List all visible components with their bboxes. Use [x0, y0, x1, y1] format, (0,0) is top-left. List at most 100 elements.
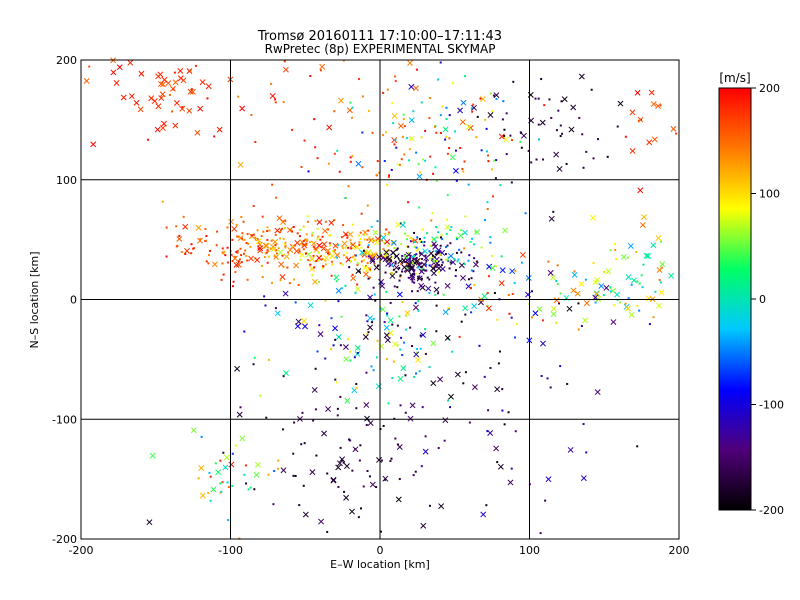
scatter-dot: [389, 460, 392, 463]
scatter-dot: [449, 261, 452, 264]
scatter-dot: [270, 247, 273, 250]
scatter-dot: [403, 221, 406, 224]
scatter-dot: [499, 184, 502, 187]
scatter-x-marker: [460, 99, 467, 106]
scatter-x-marker: [186, 107, 193, 114]
scatter-x-marker: [231, 225, 238, 232]
scatter-dot: [311, 274, 314, 277]
scatter-dot: [176, 244, 179, 247]
scatter-x-marker: [176, 235, 183, 242]
scatter-x-marker: [553, 151, 560, 158]
scatter-dot: [376, 220, 379, 223]
scatter-dot: [331, 260, 334, 263]
scatter-x-marker: [658, 289, 665, 296]
scatter-dot: [609, 249, 612, 252]
scatter-x-marker: [637, 116, 644, 123]
scatter-dot: [354, 246, 357, 249]
scatter-x-marker: [322, 227, 328, 234]
scatter-dot: [335, 280, 338, 283]
scatter-dot: [472, 270, 475, 273]
scatter-x-marker: [434, 260, 441, 267]
scatter-x-marker: [404, 310, 411, 316]
scatter-dot: [555, 129, 558, 132]
scatter-dot: [277, 247, 280, 250]
scatter-dot: [434, 281, 437, 284]
scatter-dot: [413, 269, 416, 272]
scatter-dot: [299, 258, 302, 261]
scatter-dot: [472, 103, 475, 106]
scatter-x-marker: [133, 99, 140, 106]
scatter-x-marker: [474, 229, 481, 236]
scatter-dot: [314, 220, 317, 223]
scatter-dot: [366, 261, 369, 264]
scatter-dot: [418, 240, 421, 243]
scatter-dot: [243, 238, 246, 241]
scatter-dot: [256, 229, 259, 232]
grid-lines: [81, 60, 679, 539]
scatter-dot: [317, 251, 320, 254]
scatter-dot: [349, 350, 352, 353]
scatter-x-marker: [160, 81, 166, 88]
scatter-dot: [318, 324, 321, 327]
scatter-dot: [495, 159, 498, 162]
scatter-dot: [264, 252, 267, 255]
scatter-dot: [365, 423, 368, 426]
scatter-dot: [393, 360, 396, 363]
scatter-x-marker: [629, 109, 636, 116]
scatter-dot: [573, 270, 576, 273]
scatter-dot: [396, 324, 399, 327]
scatter-x-marker: [655, 235, 662, 242]
scatter-x-marker: [373, 264, 380, 271]
scatter-x-marker: [627, 243, 634, 249]
scatter-dot: [404, 411, 407, 414]
scatter-dot: [147, 138, 150, 141]
scatter-dot: [388, 174, 391, 177]
scatter-dot: [207, 492, 210, 495]
scatter-dot: [540, 375, 543, 378]
scatter-dot: [491, 255, 494, 258]
scatter-dot: [307, 170, 310, 173]
scatter-dot: [435, 259, 438, 262]
scatter-dot: [383, 321, 386, 324]
scatter-dot: [305, 233, 308, 236]
scatter-dot: [300, 166, 303, 169]
scatter-x-marker: [471, 104, 477, 111]
scatter-dot: [342, 461, 345, 464]
scatter-dot: [274, 101, 277, 104]
scatter-dot: [415, 253, 418, 256]
scatter-x-marker: [199, 79, 206, 86]
scatter-x-marker: [550, 305, 557, 312]
scatter-dot: [441, 105, 444, 108]
scatter-x-marker: [624, 305, 631, 312]
scatter-dot: [355, 383, 358, 386]
scatter-dot: [463, 263, 466, 266]
scatter-dot: [416, 248, 419, 251]
scatter-dot: [190, 88, 193, 91]
scatter-x-marker: [149, 452, 156, 459]
scatter-dot: [426, 276, 429, 279]
scatter-x-marker: [347, 231, 354, 238]
scatter-dot: [556, 264, 559, 267]
scatter-x-marker: [172, 79, 179, 86]
scatter-dot: [399, 348, 402, 351]
scatter-dot: [314, 367, 317, 370]
scatter-dot: [447, 399, 450, 402]
scatter-dot: [243, 473, 246, 476]
scatter-dot: [468, 421, 471, 424]
scatter-dot: [519, 131, 522, 134]
scatter-dot: [409, 260, 412, 263]
scatter-x-marker: [312, 278, 318, 285]
scatter-dot: [346, 236, 349, 239]
scatter-dot: [199, 238, 202, 241]
scatter-dot: [356, 283, 359, 286]
scatter-dot: [444, 246, 447, 249]
scatter-dot: [316, 157, 319, 160]
scatter-dot: [213, 135, 216, 138]
scatter-dot: [331, 263, 334, 266]
scatter-x-marker: [383, 332, 390, 339]
scatter-x-marker: [412, 237, 419, 244]
scatter-dot: [297, 283, 300, 286]
scatter-x-marker: [161, 120, 167, 127]
scatter-dot: [449, 242, 452, 245]
scatter-x-marker: [471, 384, 478, 391]
